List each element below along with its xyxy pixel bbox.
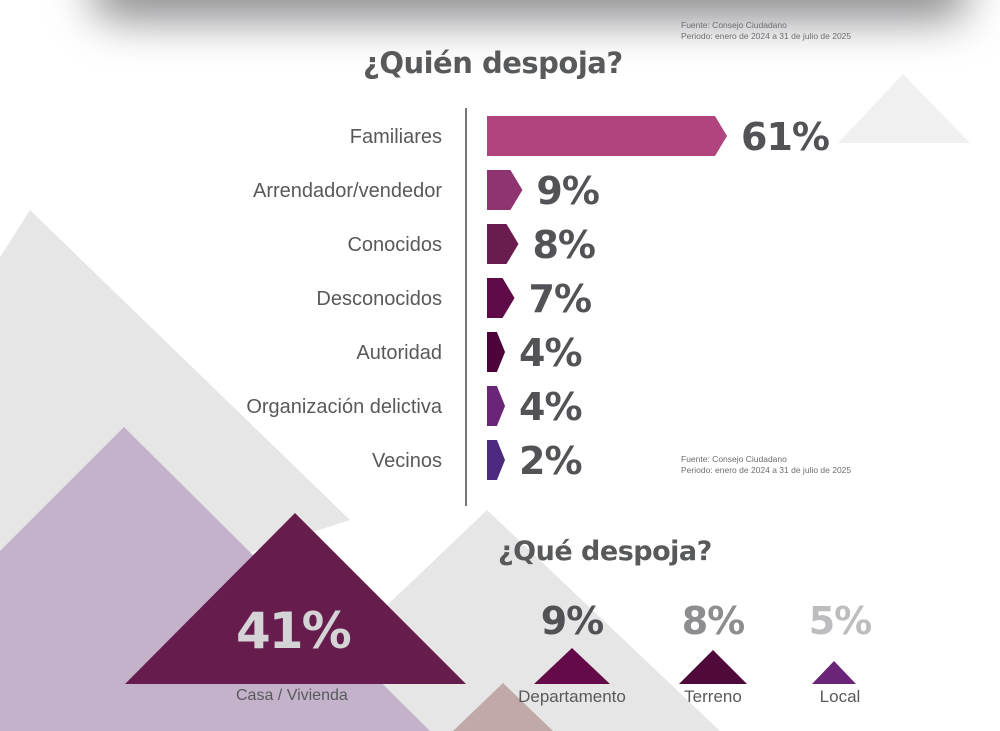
source-line: Fuente: Consejo Ciudadano [681,454,787,464]
bar-vecinos [487,440,505,480]
category-label: Familiares [350,126,442,148]
category-label: Arrendador/vendedor [253,180,442,202]
item-value: 8% [681,599,746,643]
bar-autoridad [487,332,505,372]
source-note-chart: Fuente: Consejo Ciudadano Periodo: enero… [681,454,851,476]
bar-desconocidos [487,278,515,318]
item-label: Terreno [684,687,742,706]
what-item-terreno: 8% Terreno [633,599,793,706]
value-label: 61% [741,115,829,159]
item-triangle-departamento [534,648,610,684]
bar-organizaci-n-delictiva [487,386,505,426]
period-line: Periodo: enero de 2024 a 31 de julio de … [681,31,852,41]
category-label: Organización delictiva [246,396,443,418]
value-label: 8% [532,223,595,267]
category-label: Conocidos [347,234,442,256]
featured-value: 41% [236,602,352,660]
item-value: 9% [540,599,605,643]
value-label: 7% [529,277,592,321]
value-label: 4% [519,331,582,375]
featured-label: Casa / Vivienda [236,687,348,704]
item-value: 5% [808,599,873,643]
category-label: Desconocidos [316,288,442,310]
bg-triangle-gray-topright [838,74,970,143]
what-item-local: 5% Local [760,599,920,706]
category-label: Autoridad [356,342,442,364]
source-note-top: Fuente: Consejo Ciudadano Periodo: enero… [681,20,851,42]
featured-triangle [125,513,466,684]
item-label: Local [819,687,861,706]
top-shadow [90,0,970,20]
item-triangle-terreno [679,650,747,684]
bar-familiares [487,116,727,156]
value-label: 2% [519,439,582,483]
bar-arrendador-vendedor [487,170,523,210]
source-line: Fuente: Consejo Ciudadano [681,20,787,30]
what-title: ¿Qué despoja? [498,536,712,567]
value-label: 9% [536,169,599,213]
category-label: Vecinos [372,450,442,472]
item-triangle-local [812,661,856,684]
bar-conocidos [487,224,519,264]
bg-triangle-mauve [453,683,553,731]
item-label: Departamento [518,687,626,706]
who-title: ¿Quién despoja? [363,46,623,80]
value-label: 4% [519,385,582,429]
period-line: Periodo: enero de 2024 a 31 de julio de … [681,465,852,475]
what-item-departamento: 9% Departamento [492,599,652,706]
